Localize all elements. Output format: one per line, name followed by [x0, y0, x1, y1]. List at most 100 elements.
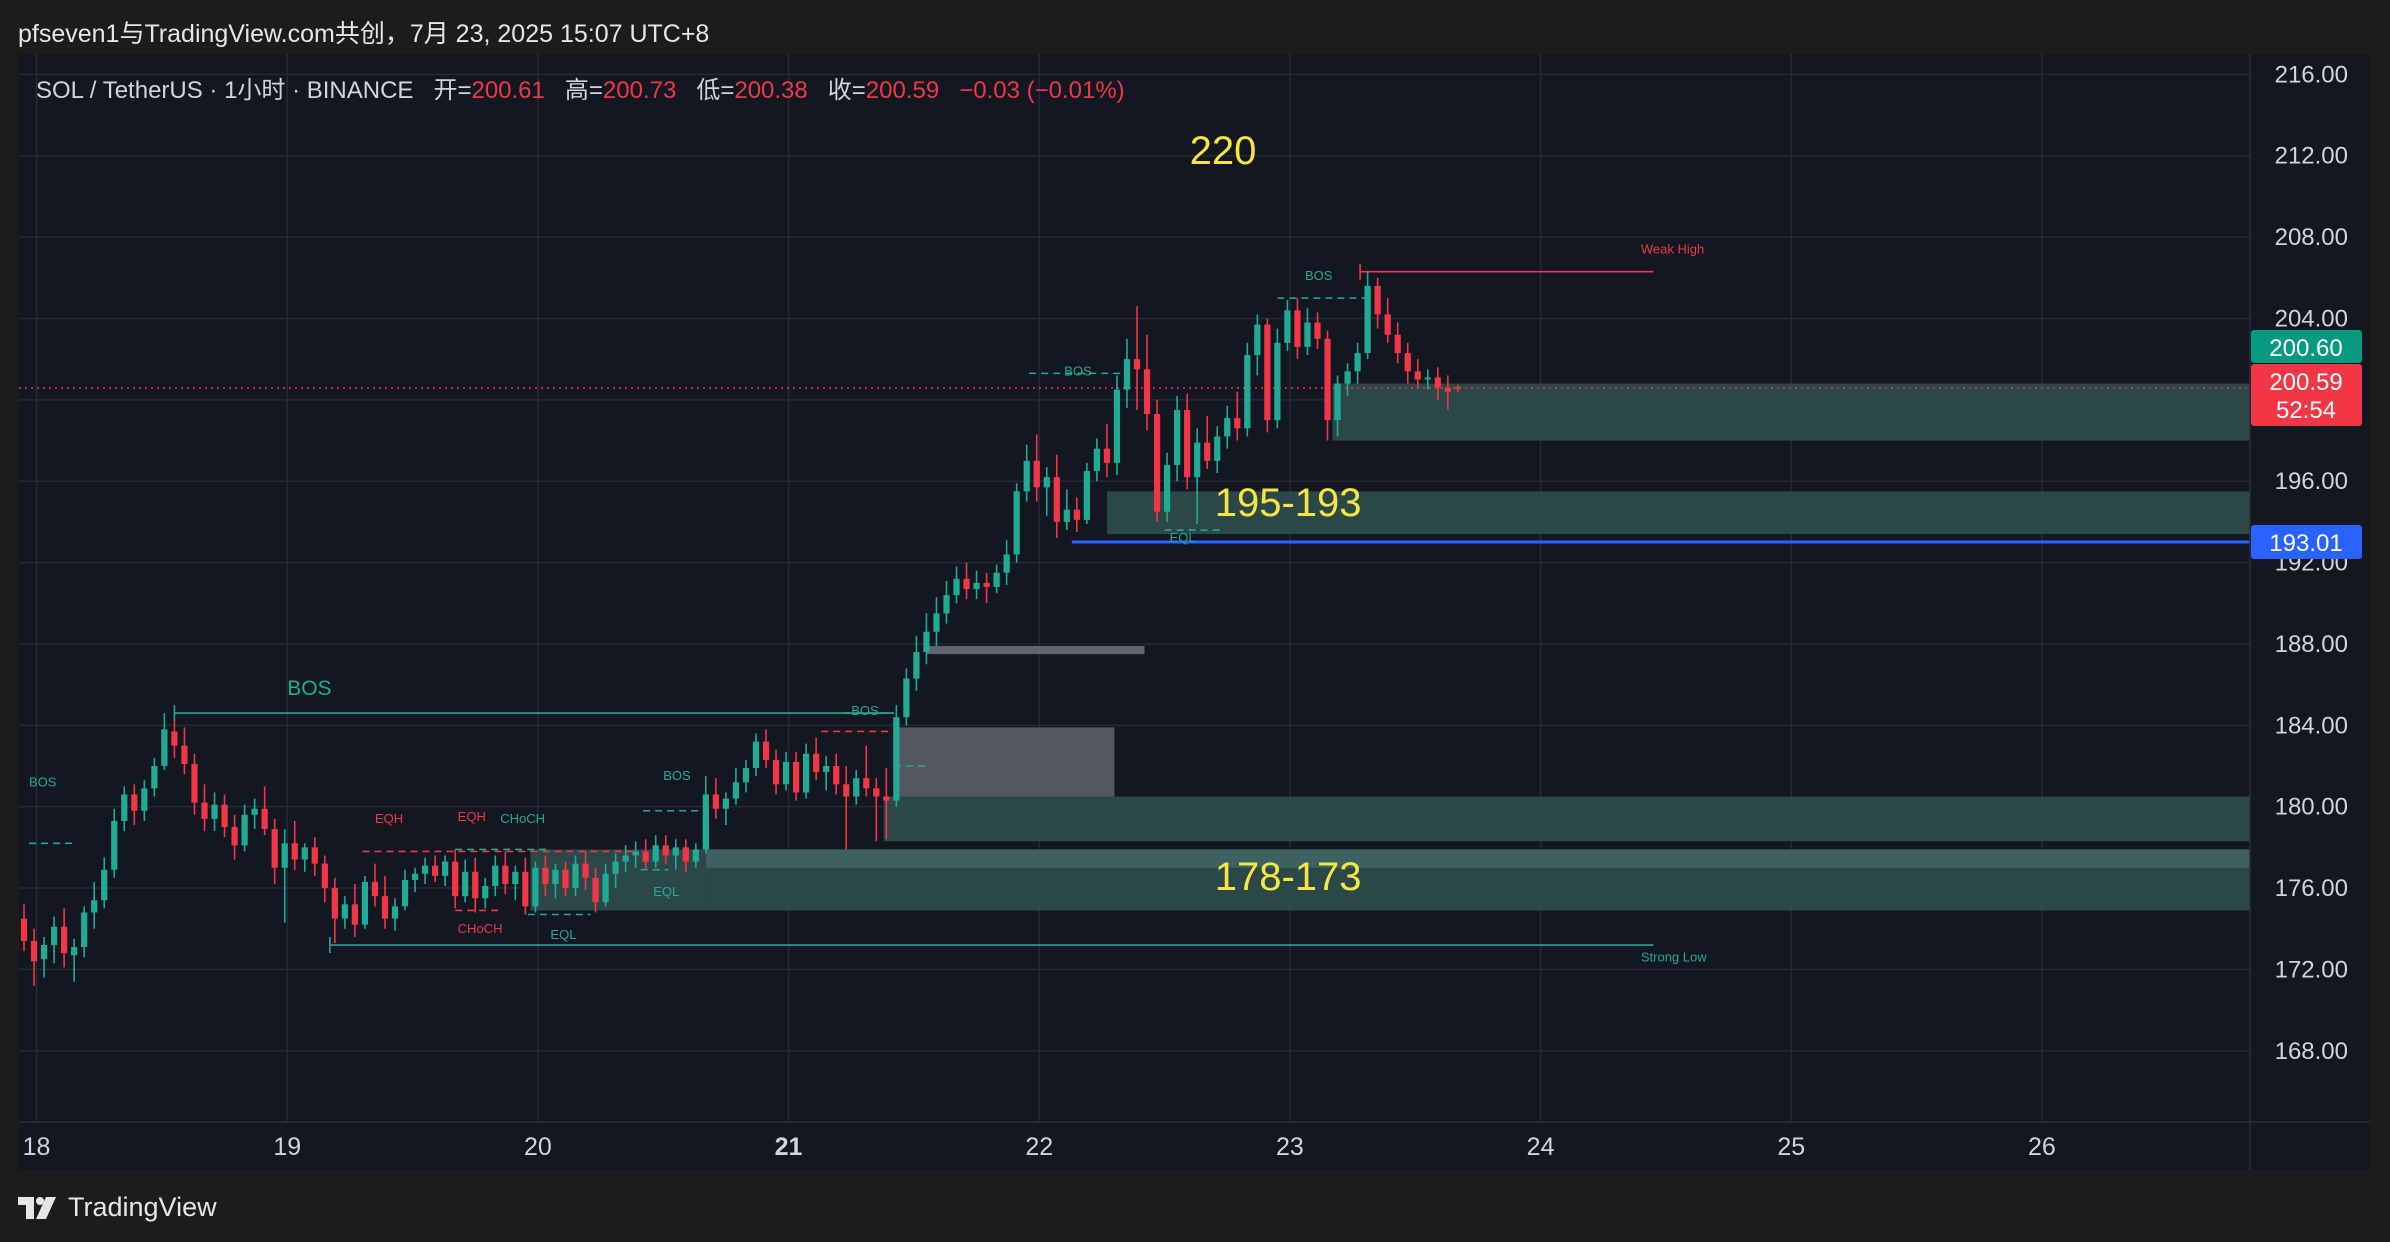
candles[interactable]: [20, 271, 1461, 986]
candle-body: [542, 867, 549, 884]
candle-body: [1444, 387, 1451, 392]
candle-body: [1053, 477, 1060, 522]
candle-body: [20, 918, 28, 941]
candle-body: [391, 906, 399, 919]
x-tick-label: 20: [524, 1133, 552, 1161]
candle-body: [1284, 310, 1291, 343]
tradingview-logo[interactable]: TradingView: [18, 1192, 217, 1223]
annotations: 220 195-193 178-173 BOS BOS EQH EQH CHoCH CHoCH E…: [29, 129, 1707, 964]
close-label: 收=: [827, 77, 866, 104]
candle-body: [823, 766, 830, 773]
candle-body: [592, 877, 599, 903]
candle-body: [642, 851, 649, 862]
candle-body: [662, 845, 669, 856]
zone-rect: [705, 849, 2250, 868]
candle-body: [61, 926, 68, 954]
candle-body: [1023, 460, 1030, 492]
tradingview-logo-text: TradingView: [68, 1192, 217, 1222]
candle-body: [442, 861, 449, 876]
candle-body: [903, 678, 910, 718]
y-tick-label: 184.00: [2275, 712, 2348, 739]
x-tick-label: 24: [1527, 1133, 1555, 1161]
candle-body: [622, 855, 629, 862]
candle-body: [1123, 359, 1131, 390]
attribution-bar: pfseven1与TradingView.com共创，7月 23, 2025 1…: [0, 0, 2390, 54]
candle-body: [181, 745, 188, 764]
candle-body: [1133, 359, 1141, 370]
candle-body: [111, 820, 118, 870]
candle-body: [401, 879, 409, 907]
candle-body: [1394, 334, 1401, 354]
annotation-label: BOS: [1064, 363, 1092, 378]
candle-body: [893, 717, 900, 801]
candle-body: [1093, 448, 1101, 472]
candle-body: [131, 794, 138, 811]
annotation-label: BOS: [287, 677, 331, 700]
y-tick-label: 212.00: [2275, 143, 2348, 170]
candle-body: [712, 794, 719, 809]
footer-bar: TradingView: [0, 1170, 2390, 1242]
candle-body: [1063, 509, 1070, 522]
tradingview-logo-icon: [18, 1196, 56, 1219]
candle-body: [482, 886, 489, 899]
price-tag-bg: [2251, 525, 2362, 560]
candle-body: [803, 753, 810, 793]
candle-body: [1414, 371, 1421, 380]
candle-body: [241, 814, 248, 846]
annotation-label: BOS: [851, 703, 879, 718]
candle-body: [1364, 285, 1371, 354]
candle-body: [1153, 414, 1161, 512]
high-label: 高=: [564, 77, 603, 104]
candle-body: [421, 865, 429, 874]
candle-body: [792, 761, 800, 793]
candle-body: [1204, 442, 1211, 461]
candle-body: [50, 926, 58, 946]
candle-body: [1334, 383, 1341, 421]
annotation-label: EQL: [653, 884, 679, 899]
candle-body: [782, 761, 790, 785]
candle-body: [141, 788, 148, 811]
candle-body: [722, 798, 730, 809]
low-value: 200.38: [734, 77, 808, 104]
candle-body: [271, 829, 278, 868]
annotation-label: EQH: [375, 811, 403, 826]
symbol-name: SOL / TetherUS · 1小时 · BINANCE: [36, 77, 414, 104]
candle-body: [973, 582, 980, 590]
candle-body: [251, 808, 258, 815]
zone-rect: [893, 727, 1115, 797]
candle-body: [853, 778, 860, 797]
candle-body: [843, 784, 850, 797]
candle-body: [161, 729, 168, 766]
candle-body: [171, 731, 178, 746]
price-tag-bg: [2251, 364, 2362, 426]
y-tick-label: 188.00: [2275, 631, 2348, 658]
y-tick-label: 208.00: [2275, 224, 2348, 251]
candle-body: [813, 753, 820, 773]
candle-body: [1344, 371, 1351, 384]
annotation-label: Strong Low: [1641, 949, 1707, 964]
candle-body: [532, 867, 539, 907]
candle-body: [572, 863, 579, 889]
candle-body: [311, 847, 318, 864]
x-tick-label: 22: [1025, 1133, 1053, 1161]
candle-body: [1324, 338, 1331, 421]
open-value: 200.61: [471, 77, 545, 104]
candle-body: [492, 865, 499, 887]
high-value: 200.73: [602, 77, 677, 104]
candle-body: [1073, 509, 1080, 520]
y-tick-label: 176.00: [2275, 875, 2348, 902]
y-tick-label: 168.00: [2275, 1038, 2348, 1065]
candle-body: [1254, 324, 1261, 356]
candle-body: [963, 578, 970, 590]
candle-body: [883, 796, 890, 801]
candle-body: [833, 766, 840, 785]
candle-body: [1163, 464, 1171, 512]
candle-body: [40, 945, 48, 960]
annotation-label: 195-193: [1215, 481, 1362, 525]
candle-body: [1274, 342, 1281, 421]
candle-body: [522, 871, 529, 907]
candle-body: [151, 766, 158, 789]
y-tick-label: 196.00: [2275, 468, 2348, 495]
candle-body: [682, 847, 689, 862]
